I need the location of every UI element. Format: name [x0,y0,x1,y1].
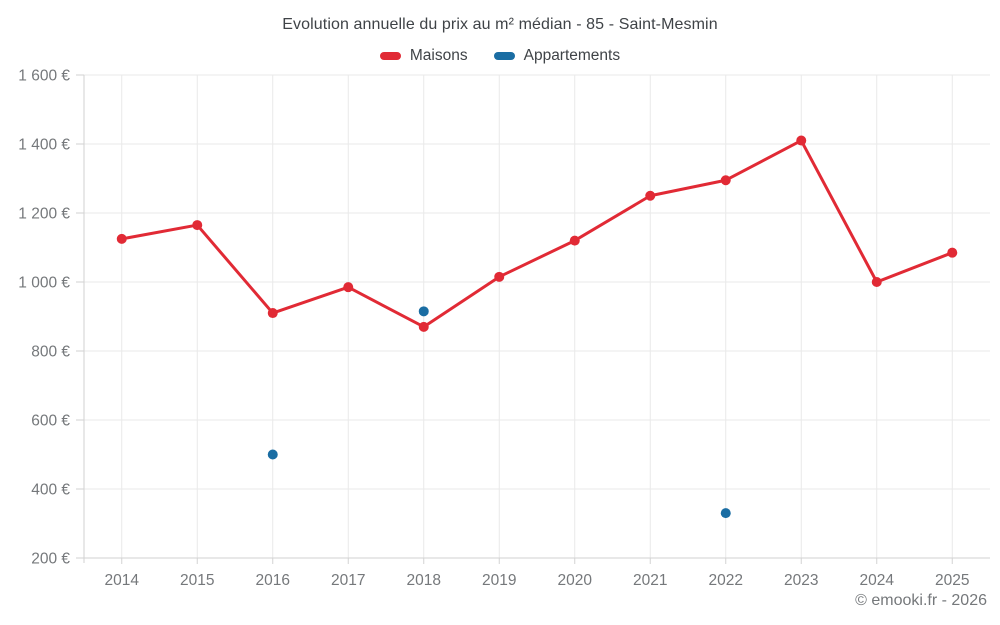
axes [76,74,990,564]
y-axis-tick-label: 400 € [31,482,70,499]
y-axis-tick-label: 1 400 € [18,137,70,154]
maisons-point-2023[interactable] [796,135,807,146]
credit-text: © emooki.fr - 2026 [855,592,987,609]
maisons-point-2025[interactable] [947,247,958,258]
maisons-point-2014[interactable] [116,233,127,244]
x-axis-tick-label: 2025 [935,572,969,589]
legend-label-appartements: Appartements [523,47,621,64]
x-axis-tick-label: 2014 [105,572,140,589]
y-axis-tick-label: 600 € [31,413,70,430]
maisons-point-2020[interactable] [569,235,580,246]
x-axis-tick-label: 2015 [180,572,214,589]
chart-legend: Maisons Appartements [0,47,1000,65]
series-appartements [267,306,731,519]
y-axis-tick-label: 1 000 € [18,275,70,292]
maisons-point-2015[interactable] [192,220,203,231]
y-axis-tick-label: 1 600 € [18,68,70,85]
maisons-point-2022[interactable] [720,175,731,186]
appartements-point-2018[interactable] [418,306,429,317]
legend-label-maisons: Maisons [409,47,468,64]
x-axis-tick-label: 2018 [407,572,441,589]
x-axis-tick-label: 2023 [784,572,818,589]
x-axis-tick-label: 2019 [482,572,516,589]
appartements-point-2022[interactable] [720,508,731,519]
maisons-legend-swatch [379,52,401,60]
maisons-point-2018[interactable] [418,321,429,332]
maisons-point-2019[interactable] [494,271,505,282]
x-axis-tick-label: 2017 [331,572,365,589]
series-maisons [116,135,958,332]
maisons-point-2017[interactable] [343,282,354,293]
maisons-point-2016[interactable] [267,308,278,319]
chart-title: Evolution annuelle du prix au m² médian … [282,16,718,33]
appartements-legend-swatch [493,52,515,60]
y-axis-tick-label: 200 € [31,551,70,568]
x-axis-tick-label: 2024 [860,572,895,589]
gridlines [84,74,990,559]
x-axis-tick-label: 2016 [256,572,290,589]
x-axis-tick-label: 2020 [558,572,593,589]
maisons-point-2021[interactable] [645,190,656,201]
legend-item-appartements[interactable]: Appartements [493,47,621,65]
axis-labels: 200 € 400 € 600 € 800 € 1 000 € 1 200 € 1 400 … [18,68,969,590]
y-axis-tick-label: 800 € [31,344,70,361]
appartements-point-2016[interactable] [267,449,278,460]
maisons-point-2024[interactable] [871,277,882,287]
y-axis-tick-label: 1 200 € [18,206,70,223]
x-axis-tick-label: 2021 [633,572,667,589]
x-axis-tick-label: 2022 [709,572,743,589]
legend-item-maisons[interactable]: Maisons [379,47,468,65]
maisons-line [120,139,954,329]
